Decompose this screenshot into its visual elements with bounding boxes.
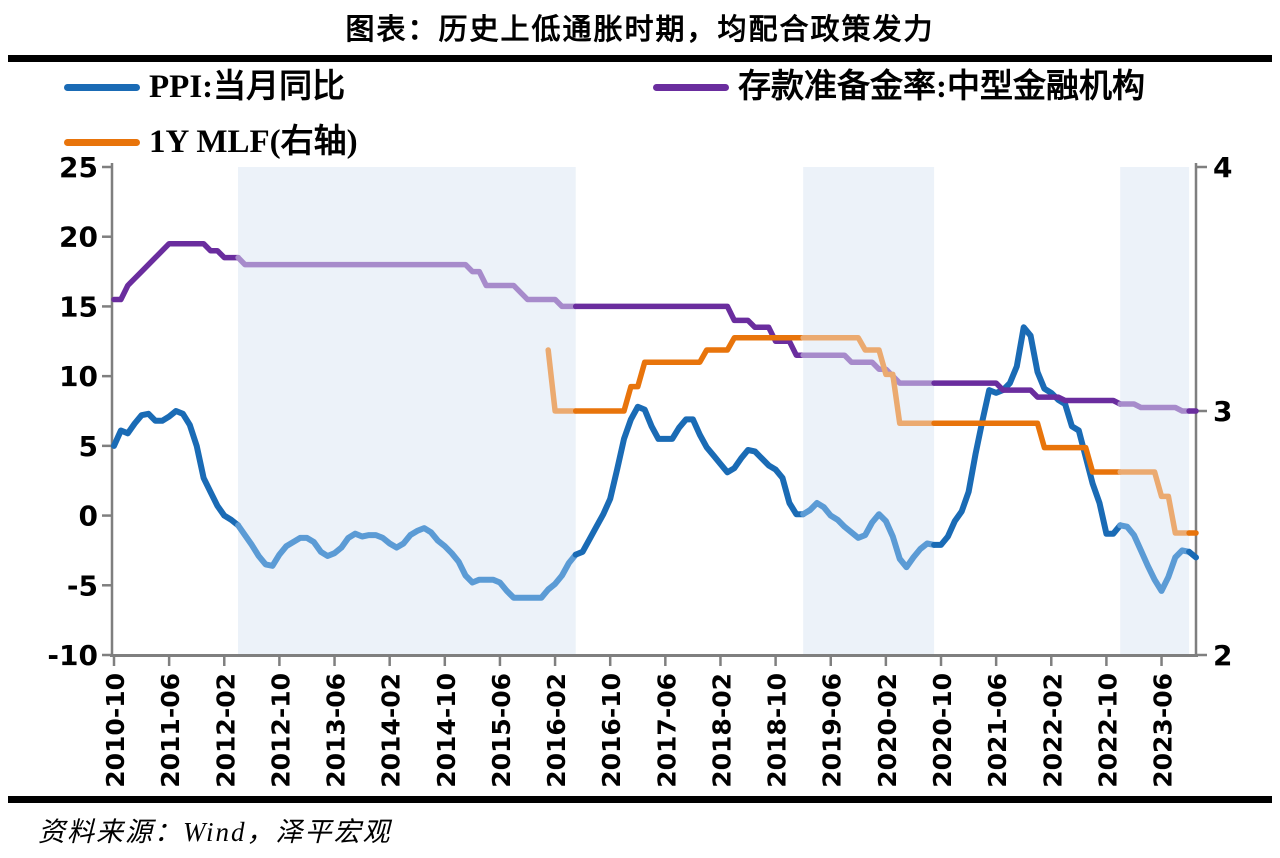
series-line bbox=[931, 324, 1124, 548]
x-tick-label: 2010-10 bbox=[101, 673, 130, 788]
legend-item-ppi: PPI:当月同比 bbox=[64, 68, 345, 106]
x-tick-label: 2016-10 bbox=[597, 673, 626, 788]
right-tick-label: 2 bbox=[1213, 639, 1232, 672]
x-tick-label: 2020-02 bbox=[873, 673, 902, 788]
legend-label-rrr: 存款准备金率:中型金融机构 bbox=[738, 69, 1145, 105]
legend-item-mlf: 1Y MLF(右轴) bbox=[64, 123, 358, 161]
legend-label-ppi: PPI:当月同比 bbox=[149, 69, 346, 105]
x-tick-label: 2019-06 bbox=[818, 673, 847, 788]
x-tick-label: 2017-06 bbox=[652, 673, 681, 788]
x-tick-label: 2014-02 bbox=[377, 673, 406, 788]
series-line bbox=[800, 352, 937, 386]
series-line bbox=[931, 420, 1123, 475]
series-line bbox=[572, 335, 806, 414]
x-tick-label: 2018-02 bbox=[707, 673, 736, 788]
series-line bbox=[545, 347, 579, 414]
left-tick-label: -10 bbox=[47, 639, 98, 672]
series-line bbox=[572, 303, 806, 358]
x-tick-label: 2013-06 bbox=[322, 673, 351, 788]
x-tick-label: 2023-06 bbox=[1149, 673, 1178, 788]
bottom-rule bbox=[8, 796, 1272, 803]
left-tick-label: 25 bbox=[59, 151, 98, 184]
x-tick-label: 2022-02 bbox=[1038, 673, 1067, 788]
right-tick-label: 4 bbox=[1213, 151, 1232, 184]
x-tick-label: 2015-06 bbox=[487, 673, 516, 788]
series-line bbox=[1117, 522, 1193, 594]
highlight-band bbox=[238, 167, 576, 654]
series-line bbox=[235, 254, 579, 310]
series-line bbox=[111, 240, 241, 303]
series-line bbox=[111, 408, 242, 529]
right-tick-label: 3 bbox=[1213, 395, 1232, 428]
source-note: 资料来源：Wind，泽平宏观 bbox=[38, 817, 392, 847]
legend-item-rrr: 存款准备金率:中型金融机构 bbox=[653, 68, 1145, 106]
rrr-line-swatch bbox=[653, 83, 729, 91]
series-line bbox=[800, 335, 937, 426]
x-tick-label: 2020-10 bbox=[928, 673, 957, 788]
x-tick-label: 2012-02 bbox=[211, 673, 240, 788]
x-tick-label: 2011-06 bbox=[156, 673, 185, 788]
series-line bbox=[1117, 401, 1192, 414]
legend-label-mlf: 1Y MLF(右轴) bbox=[149, 124, 358, 160]
series-line bbox=[1186, 548, 1199, 561]
series-line bbox=[800, 500, 938, 571]
x-tick-label: 2016-02 bbox=[542, 673, 571, 788]
x-tick-label: 2022-10 bbox=[1093, 673, 1122, 788]
series-line bbox=[235, 522, 579, 601]
left-tick-label: 10 bbox=[59, 360, 98, 393]
left-tick-label: -5 bbox=[67, 569, 98, 602]
x-tick-label: 2021-06 bbox=[983, 673, 1012, 788]
left-tick-label: 0 bbox=[79, 500, 98, 533]
mlf-line-swatch bbox=[64, 138, 140, 146]
series-line bbox=[1117, 469, 1192, 536]
x-tick-label: 2014-10 bbox=[432, 673, 461, 788]
series-line bbox=[931, 380, 1123, 407]
highlight-band bbox=[803, 167, 935, 654]
ppi-line-swatch bbox=[64, 83, 140, 91]
x-tick-label: 2018-10 bbox=[763, 673, 792, 788]
series-line bbox=[572, 403, 807, 558]
x-tick-label: 2012-10 bbox=[266, 673, 295, 788]
left-tick-label: 20 bbox=[59, 221, 98, 254]
left-tick-label: 5 bbox=[79, 430, 98, 463]
left-tick-label: 15 bbox=[59, 290, 98, 323]
top-rule bbox=[8, 55, 1272, 62]
chart-title: 图表：历史上低通胀时期，均配合政策发力 bbox=[345, 14, 935, 46]
